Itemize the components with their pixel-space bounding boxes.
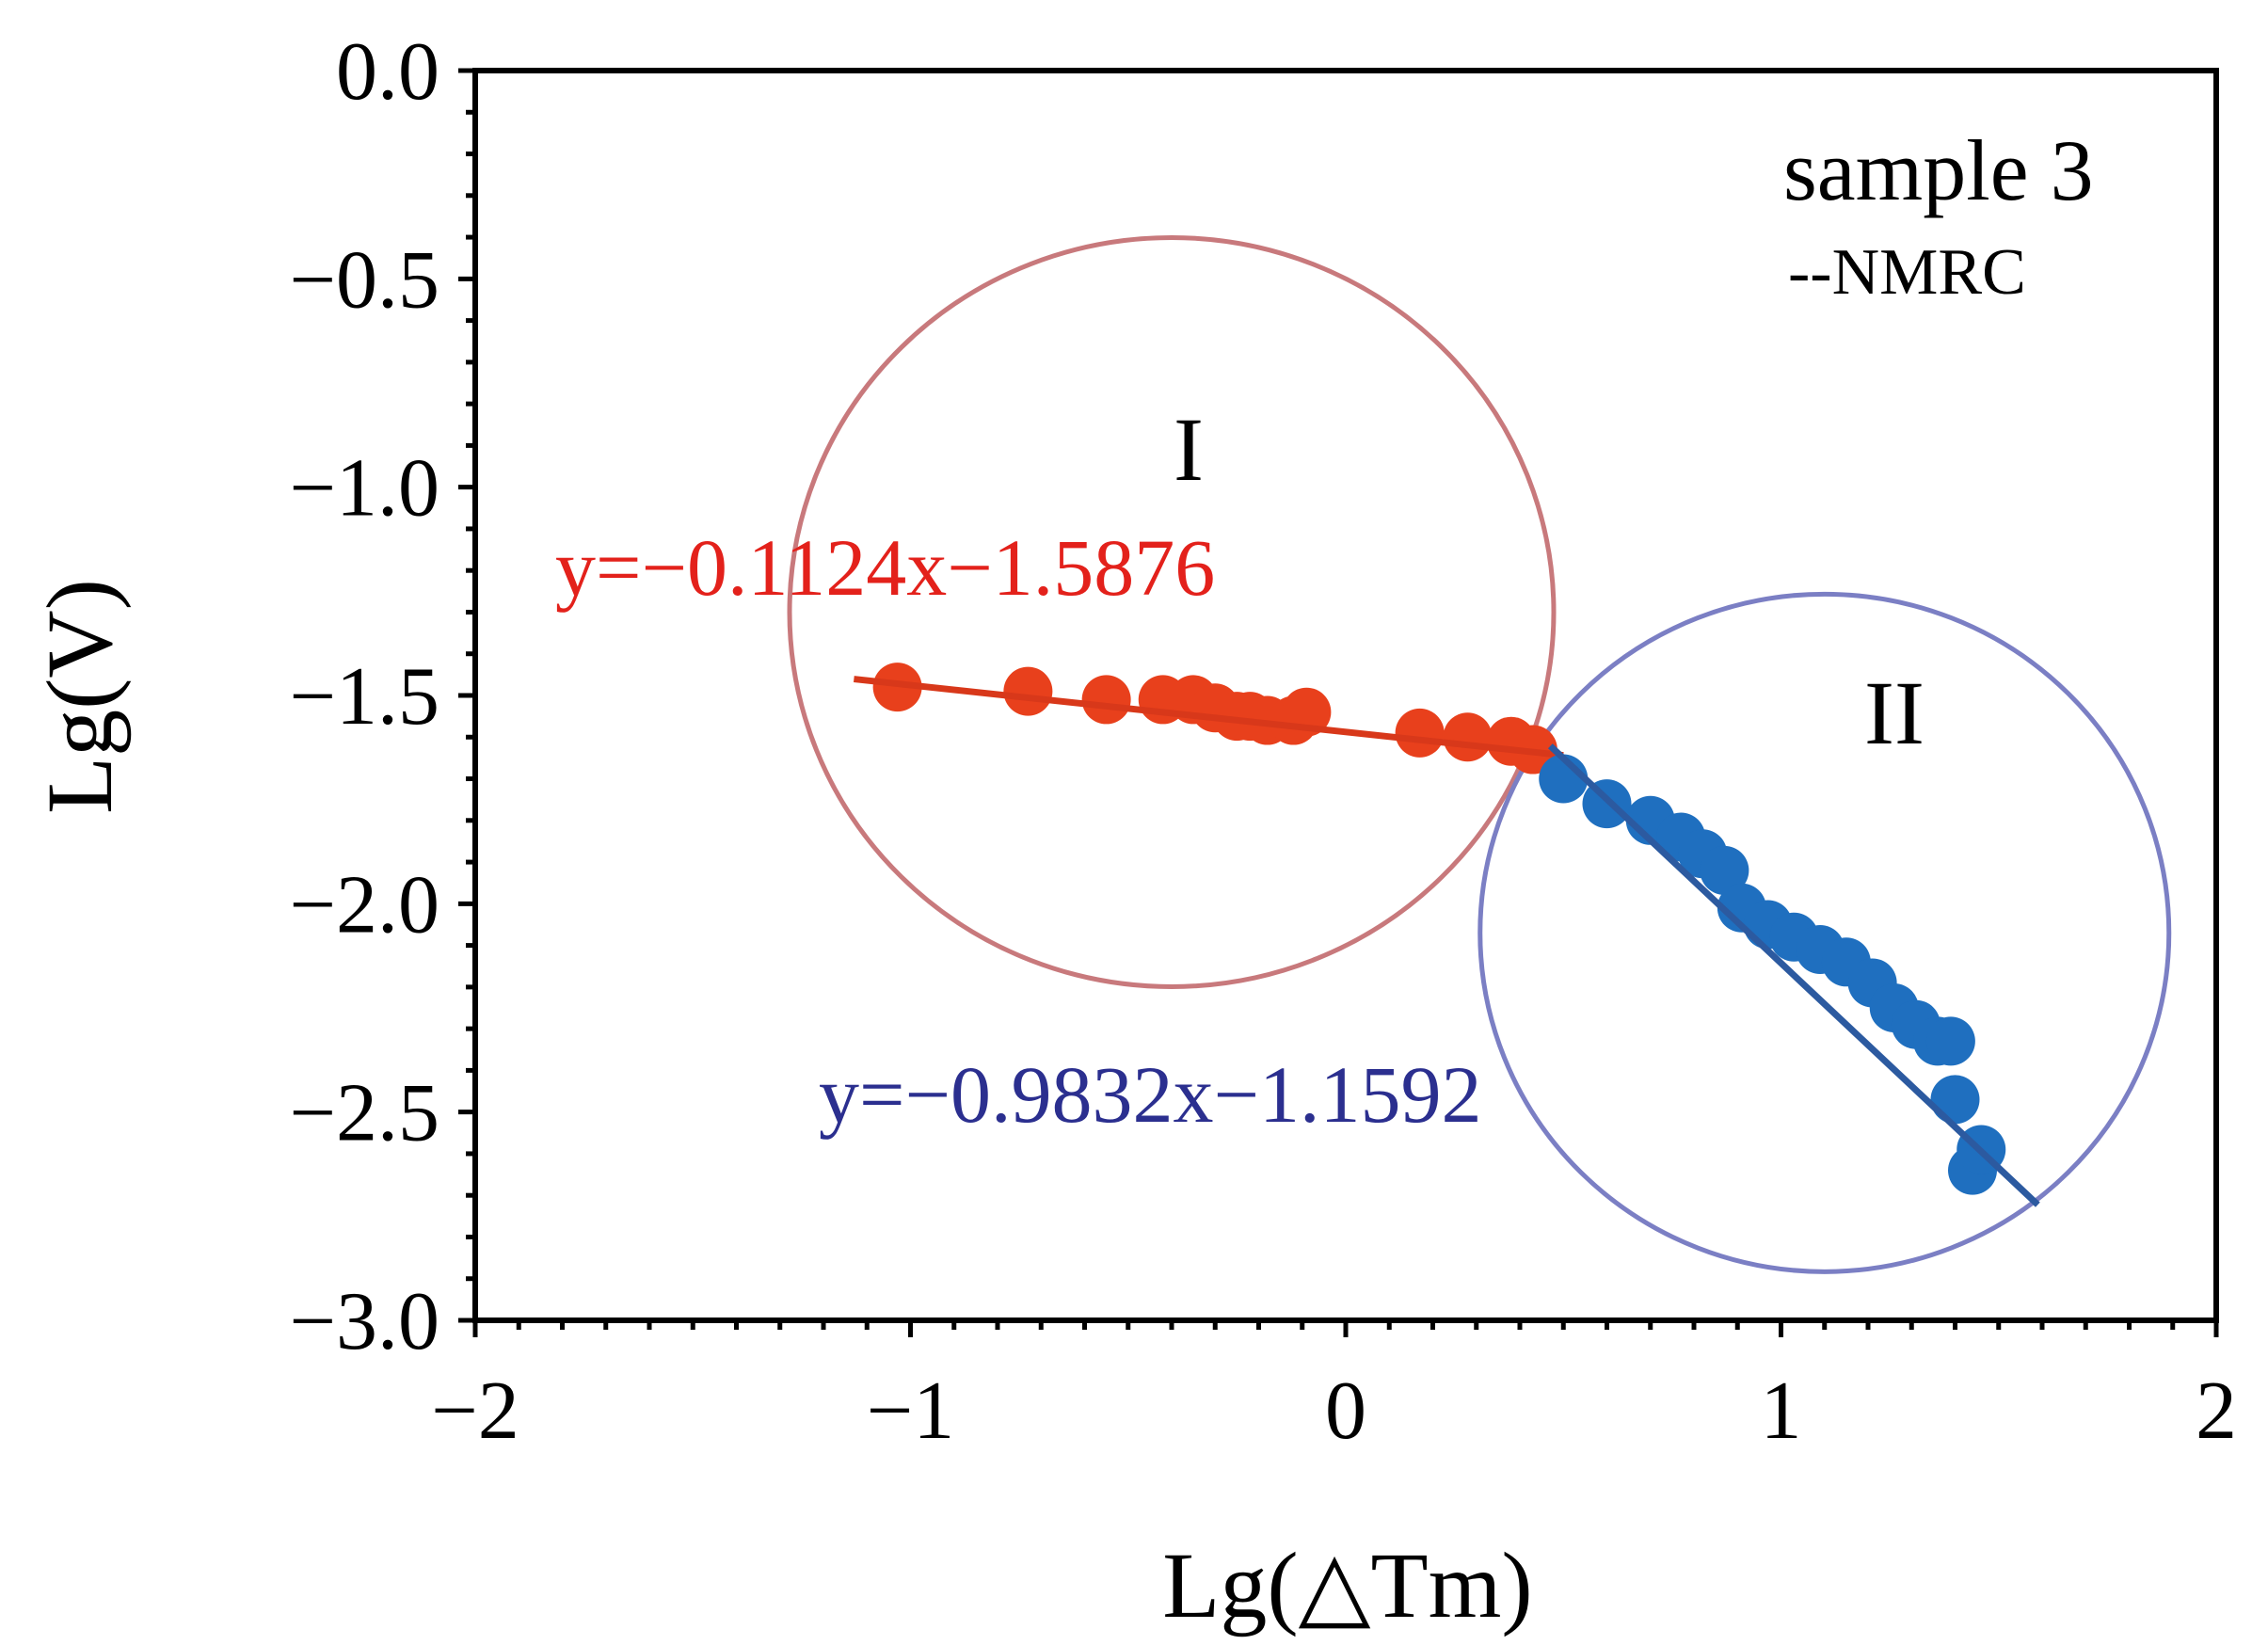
y-tick-label: −1.0 [289,443,439,535]
equation-label-I: y=−0.1124x−1.5876 [555,522,1215,613]
y-tick-label: −2.0 [289,859,439,950]
y-axis-title: Lg(V) [27,579,132,814]
region-circle-II [1477,591,2172,1274]
x-tick-label: 0 [1325,1366,1366,1457]
axis-ticks [458,68,2219,1337]
x-tick-label: −2 [431,1366,519,1457]
y-tick-label: −0.5 [289,234,439,326]
region-circle-I [787,234,1557,989]
data-point-series-I [1081,675,1131,725]
y-tick-label: −3.0 [289,1276,439,1367]
y-tick-labels: 0.0 −0.5 −1.0 −1.5 −2.0 −2.5 −3.0 [289,26,439,1367]
data-point-series-I [1003,666,1053,716]
data-point-series-I [872,663,922,712]
y-tick-label: −1.5 [289,651,439,743]
x-axis-title: Lg(△Tm) [1162,1533,1532,1637]
x-tick-labels: −2 −1 0 1 2 [431,1366,2237,1457]
x-tick-label: 2 [2196,1366,2237,1457]
fit-line-series-I [854,676,1564,759]
data-point-series-II [1700,845,1749,895]
data-point-series-I [1395,708,1445,758]
data-point-series-I [1443,712,1493,762]
x-tick-label: −1 [867,1366,955,1457]
legend-subtitle: --NMRC [1788,236,2026,309]
data-point-series-II [1930,1075,1980,1125]
y-tick-label: −2.5 [289,1068,439,1159]
data-point-series-II [1925,1016,1975,1066]
equation-label-II: y=−0.9832x−1.1592 [819,1049,1482,1140]
region-label-II: II [1864,663,1925,763]
x-tick-label: 1 [1761,1366,1802,1457]
legend-title: sample 3 [1783,122,2094,218]
data-points [854,663,2040,1207]
region-label-I: I [1174,399,1204,500]
y-tick-label: 0.0 [336,26,439,118]
fit-line-series-II [1547,743,2040,1207]
